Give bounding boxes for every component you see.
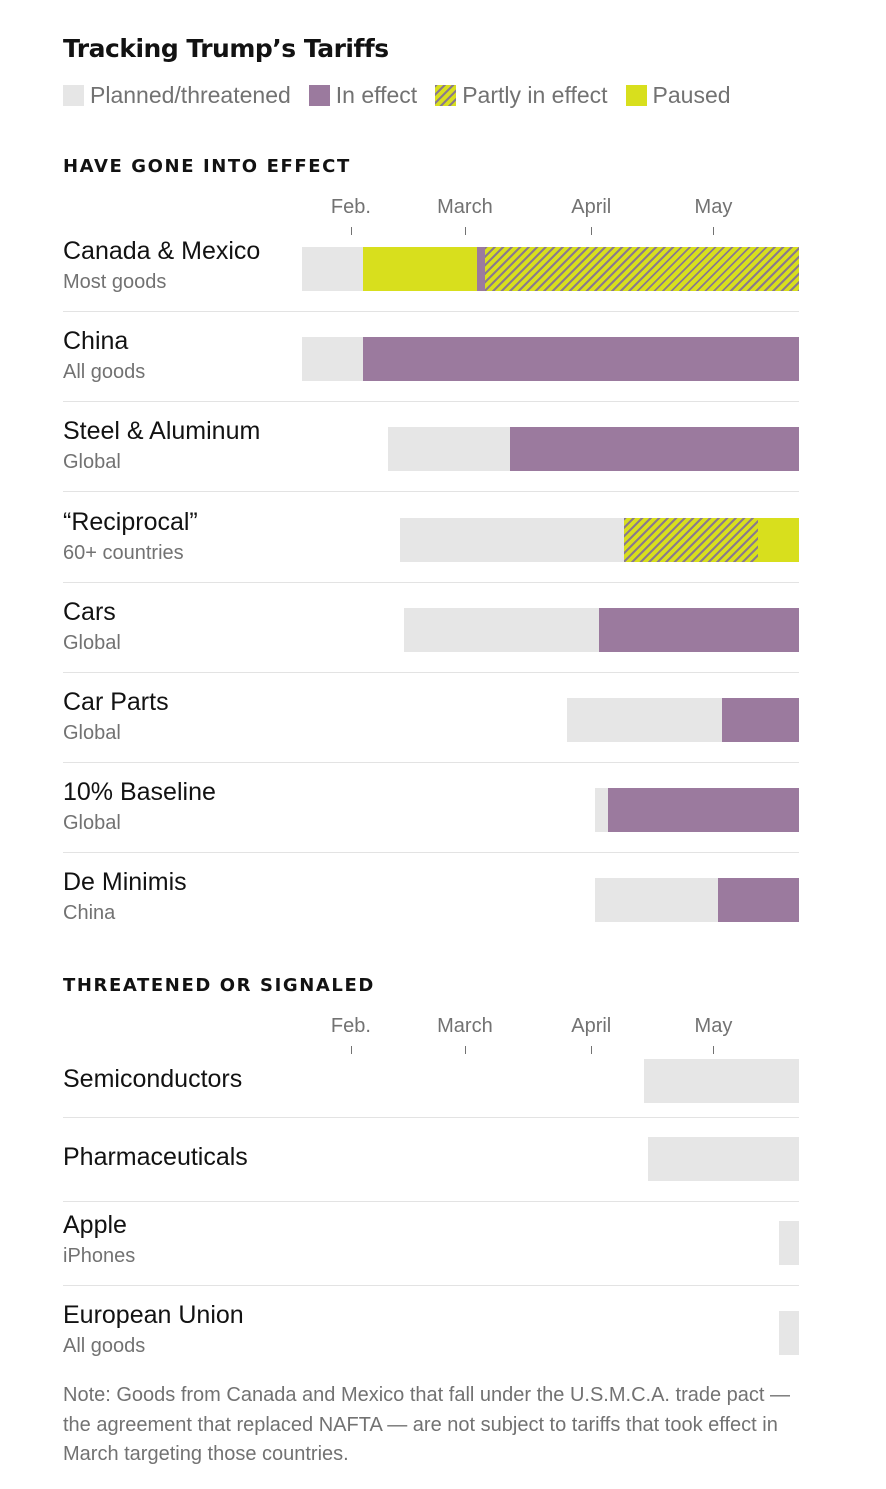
row-label: Car Parts [63, 688, 169, 716]
bar-segment-paused [758, 518, 799, 562]
x-tick-label-april: April [571, 1015, 612, 1037]
legend-item-partly: Partly in effect [435, 82, 608, 109]
row-sublabel: Global [63, 722, 121, 744]
row-sublabel: Global [63, 632, 121, 654]
row-label: Pharmaceuticals [63, 1143, 248, 1171]
row-label: Steel & Aluminum [63, 417, 261, 445]
x-tick-label-feb: Feb. [330, 1015, 371, 1037]
x-tick-mark-feb [350, 227, 352, 235]
section-heading-have-gone-into-effect: HAVE GONE INTO EFFECT [63, 156, 351, 177]
x-tick-label-may: May [694, 1015, 733, 1037]
x-tick-mark-feb [350, 1046, 352, 1054]
bar-segment-in-effect [607, 788, 799, 832]
chart-title: Tracking Trump’s Tariffs [63, 34, 389, 63]
bar-segment-planned [595, 788, 608, 832]
bar-segment-planned [595, 878, 718, 922]
row-sublabel: Global [63, 451, 121, 473]
row-divider [63, 1285, 799, 1286]
row-divider [63, 311, 799, 312]
legend-label-in-effect: In effect [335, 82, 418, 108]
section-heading-threatened-or-signaled: THREATENED OR SIGNALED [63, 975, 375, 996]
legend-item-paused: Paused [625, 82, 731, 109]
legend-item-in-effect: In effect [308, 82, 418, 109]
row-label: De Minimis [63, 868, 187, 896]
bar-segment-paused [363, 247, 478, 291]
bar-segment-partly [485, 247, 799, 291]
row-label: Cars [63, 598, 116, 626]
bar-segment-planned [403, 608, 600, 652]
legend-label-planned: Planned/threatened [90, 82, 291, 108]
x-tick-mark-april [591, 227, 593, 235]
x-tick-mark-march [464, 227, 466, 235]
row-label: Canada & Mexico [63, 237, 261, 265]
x-tick-mark-march [464, 1046, 466, 1054]
x-tick-mark-april [591, 1046, 593, 1054]
legend-swatch-planned [63, 85, 84, 106]
bar-segment-in-effect [363, 337, 799, 381]
row-label: European Union [63, 1301, 244, 1329]
row-label: “Reciprocal” [63, 508, 198, 536]
bar-segment-planned [778, 1311, 799, 1355]
bar-segment-planned [302, 247, 364, 291]
bar-segment-in-effect [721, 698, 799, 742]
row-divider [63, 491, 799, 492]
row-label: 10% Baseline [63, 778, 216, 806]
legend-label-partly: Partly in effect [462, 82, 608, 108]
bar-segment-in-effect [717, 878, 799, 922]
bar-segment-planned [566, 698, 722, 742]
row-divider [63, 1201, 799, 1202]
legend: Planned/threatened In effect Partly in e… [63, 82, 749, 109]
bar-segment-planned [648, 1137, 799, 1181]
x-tick-mark-may [713, 227, 715, 235]
row-divider [63, 582, 799, 583]
bar-segment-planned [399, 518, 624, 562]
x-tick-label-may: May [694, 196, 733, 218]
footnote: Note: Goods from Canada and Mexico that … [63, 1384, 791, 1465]
row-divider [63, 401, 799, 402]
row-sublabel: Global [63, 812, 121, 834]
bar-segment-planned [778, 1221, 799, 1265]
bar-segment-partly [623, 518, 759, 562]
x-tick-label-march: March [437, 1015, 493, 1037]
bar-segment-in-effect [599, 608, 799, 652]
legend-swatch-in-effect [308, 85, 330, 106]
legend-swatch-paused [625, 85, 647, 106]
row-sublabel: China [63, 902, 116, 924]
row-sublabel: 60+ countries [63, 542, 184, 564]
x-tick-label-march: March [437, 196, 493, 218]
bar-segment-planned [644, 1059, 799, 1103]
row-sublabel: iPhones [63, 1245, 136, 1267]
x-tick-label-april: April [571, 196, 612, 218]
row-divider [63, 1117, 799, 1118]
row-label: Apple [63, 1211, 127, 1239]
bar-segment-in-effect [477, 247, 486, 291]
row-divider [63, 852, 799, 853]
legend-label-paused: Paused [652, 82, 731, 108]
row-sublabel: All goods [63, 1335, 146, 1357]
bar-segment-planned [387, 427, 510, 471]
legend-swatch-partly [435, 85, 457, 106]
x-tick-label-feb: Feb. [330, 196, 371, 218]
legend-item-planned: Planned/threatened [63, 82, 291, 109]
row-divider [63, 762, 799, 763]
row-divider [63, 672, 799, 673]
row-label: China [63, 327, 129, 355]
x-tick-mark-may [713, 1046, 715, 1054]
bar-segment-planned [302, 337, 364, 381]
row-sublabel: All goods [63, 361, 146, 383]
bar-segment-in-effect [509, 427, 799, 471]
row-label: Semiconductors [63, 1065, 243, 1093]
row-sublabel: Most goods [63, 271, 167, 293]
